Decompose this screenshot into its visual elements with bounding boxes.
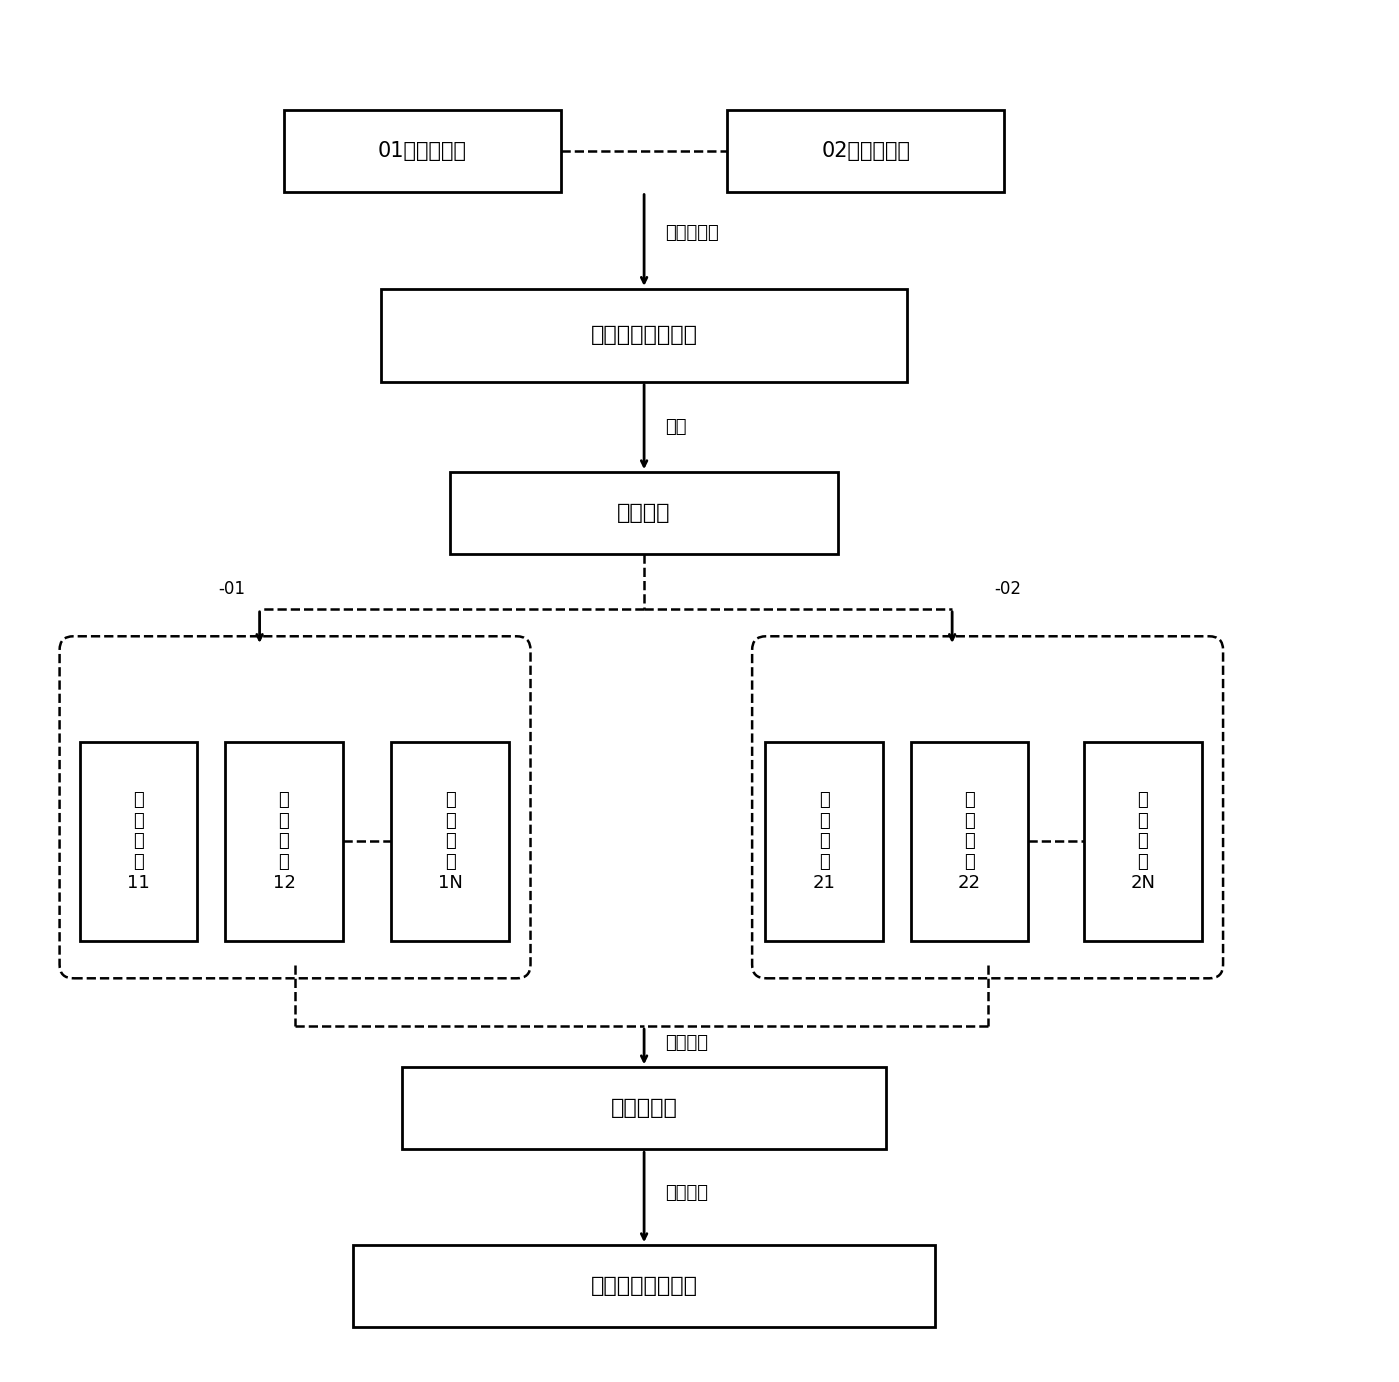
Text: 图
斑
对
象
21: 图 斑 对 象 21 [813,791,835,893]
FancyBboxPatch shape [225,742,343,941]
FancyBboxPatch shape [1084,742,1202,941]
Text: 分割: 分割 [665,417,687,435]
Text: 01期遥感影像: 01期遥感影像 [378,141,467,160]
FancyBboxPatch shape [353,1245,935,1327]
Text: 02期遥感影像: 02期遥感影像 [821,141,911,160]
FancyBboxPatch shape [284,109,561,192]
Text: 变化检测: 变化检测 [665,1184,708,1202]
Text: 图斑对象: 图斑对象 [617,503,672,524]
FancyBboxPatch shape [392,742,509,941]
Text: 构建特征集: 构建特征集 [610,1099,677,1118]
FancyBboxPatch shape [80,742,197,941]
Text: 图
斑
对
象
12: 图 斑 对 象 12 [273,791,295,893]
FancyBboxPatch shape [727,109,1004,192]
Text: 图
斑
对
象
2N: 图 斑 对 象 2N [1130,791,1156,893]
FancyBboxPatch shape [765,742,883,941]
Text: 图
斑
对
象
22: 图 斑 对 象 22 [958,791,981,893]
Text: 得到变化检测结果: 得到变化检测结果 [590,1276,698,1296]
FancyBboxPatch shape [402,1067,887,1150]
FancyBboxPatch shape [381,289,908,381]
Text: 图
斑
对
象
11: 图 斑 对 象 11 [127,791,150,893]
Text: 图像预处理: 图像预处理 [665,224,719,242]
FancyBboxPatch shape [450,473,838,554]
Text: 图
斑
对
象
1N: 图 斑 对 象 1N [438,791,463,893]
Text: 特征提取: 特征提取 [665,1034,708,1052]
Text: 融合得到一景影像: 融合得到一景影像 [590,325,698,346]
Text: -02: -02 [995,580,1021,598]
FancyBboxPatch shape [911,742,1028,941]
Text: -01: -01 [218,580,245,598]
